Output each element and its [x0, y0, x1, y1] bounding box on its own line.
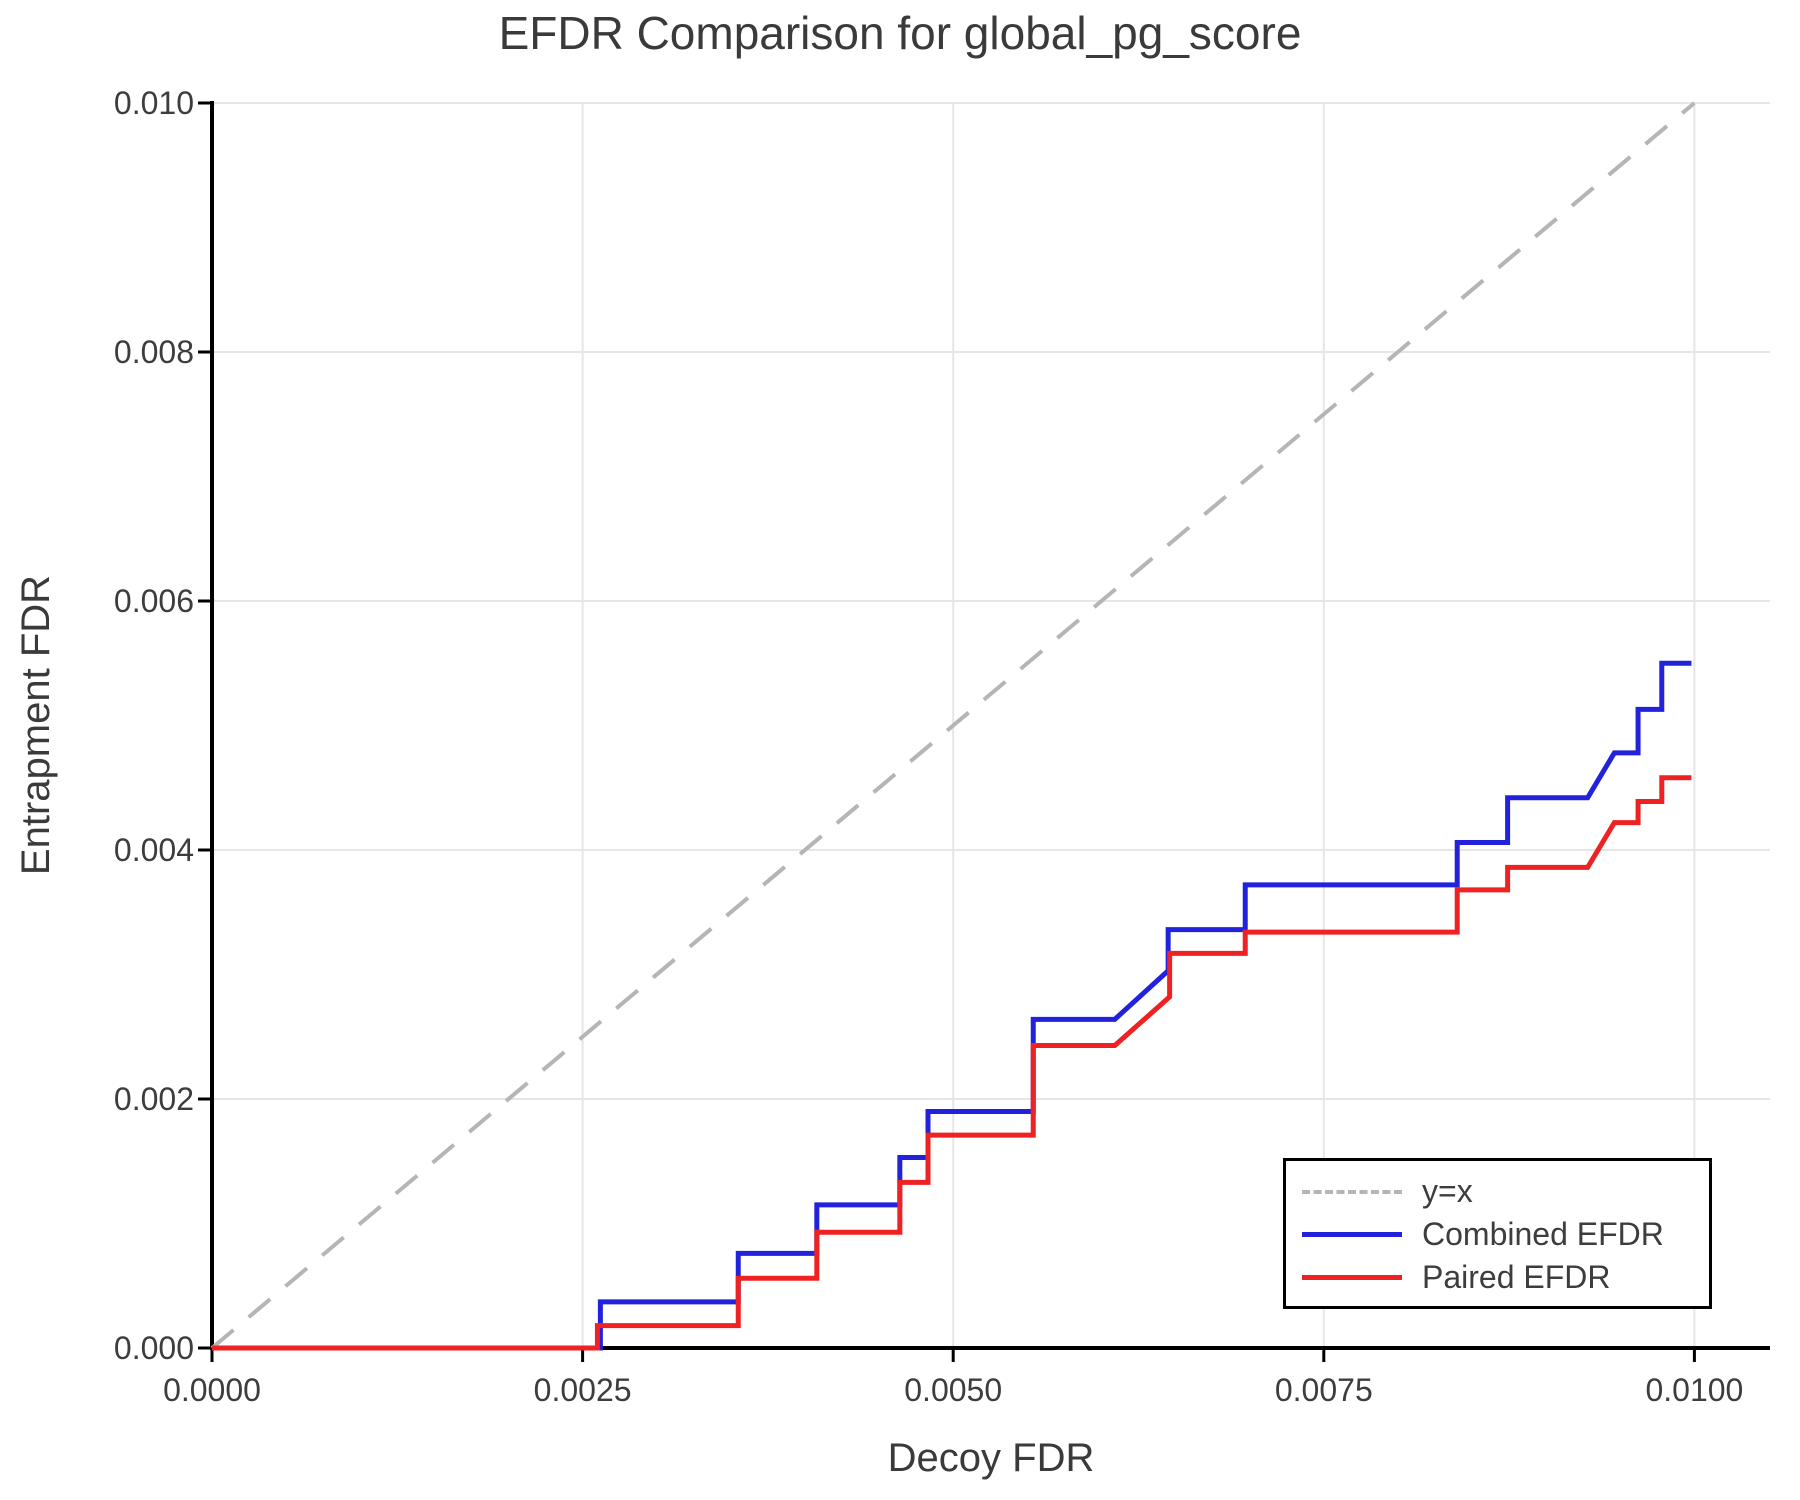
x-tick-label: 0.0025: [533, 1372, 632, 1408]
legend-label-identity: y=x: [1422, 1173, 1473, 1209]
legend-entry-paired: Paired EFDR: [1286, 1256, 1709, 1299]
x-tick-label: 0.0050: [904, 1372, 1003, 1408]
legend-label-paired: Paired EFDR: [1422, 1259, 1611, 1295]
y-tick-label: 0.000: [113, 1330, 194, 1366]
legend-label-combined: Combined EFDR: [1422, 1216, 1664, 1252]
series-paired-efdr: [212, 775, 1692, 1351]
y-tick-label: 0.010: [113, 85, 194, 121]
combined-line-sample: [1302, 1232, 1402, 1237]
chart-title: EFDR Comparison for global_pg_score: [498, 7, 1302, 59]
identity-line-sample: [1302, 1189, 1402, 1194]
x-axis-title: Decoy FDR: [887, 1436, 1095, 1480]
x-tick-label: 0.0000: [163, 1372, 261, 1408]
series-y-x: [210, 101, 1696, 1350]
x-tick-label: 0.0100: [1645, 1372, 1744, 1408]
x-tick-label: 0.0075: [1274, 1372, 1373, 1408]
y-tick-label: 0.004: [113, 832, 194, 868]
legend-entry-identity: y=x: [1286, 1170, 1709, 1213]
y-tick-label: 0.008: [113, 334, 194, 370]
legend-box: y=x Combined EFDR Paired EFDR: [1283, 1158, 1712, 1309]
paired-line-sample: [1302, 1275, 1402, 1280]
y-axis-title: Entrapment FDR: [14, 574, 58, 876]
y-tick-label: 0.002: [113, 1081, 194, 1117]
legend-entry-combined: Combined EFDR: [1286, 1213, 1709, 1256]
y-tick-label: 0.006: [113, 583, 194, 619]
